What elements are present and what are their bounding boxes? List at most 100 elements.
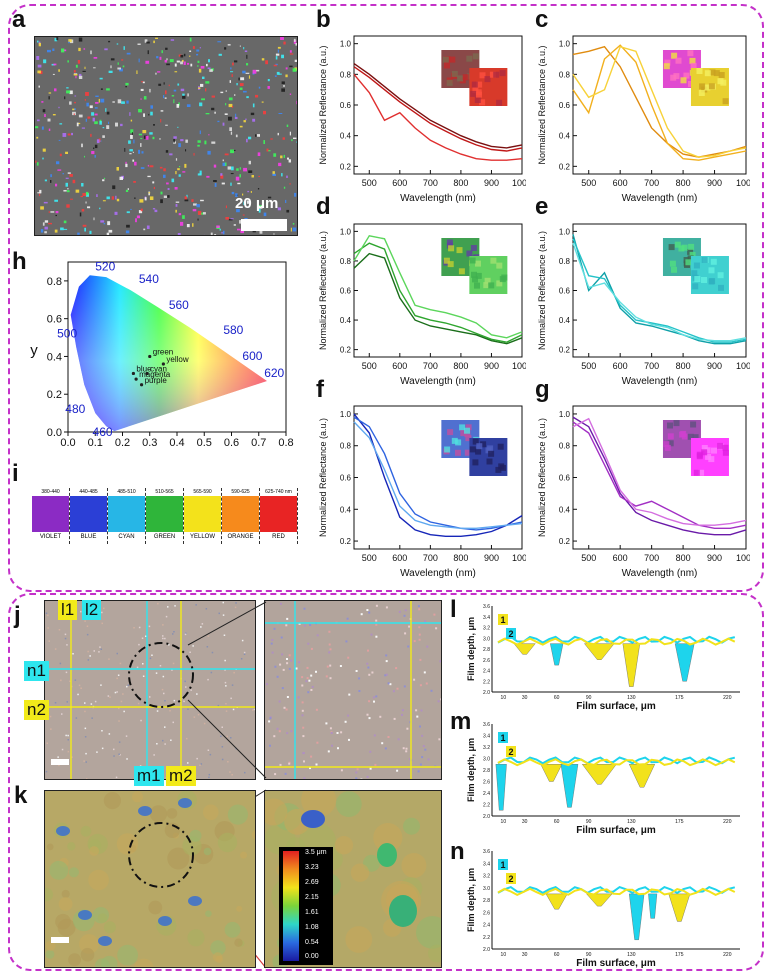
speckle: [205, 113, 210, 115]
speckle: [148, 191, 150, 196]
speckle: [96, 139, 100, 144]
inset-patch: [496, 280, 503, 287]
inset-patch: [455, 449, 461, 456]
inset-patch: [464, 449, 471, 456]
inset-patch: [497, 443, 504, 450]
speckle: [273, 153, 277, 157]
height-patch: [45, 887, 54, 902]
speckle: [105, 108, 107, 112]
segment-color: [260, 496, 297, 532]
chromaticity-point: [134, 377, 138, 381]
speckle: [275, 63, 278, 66]
speckle: [398, 610, 401, 613]
surface-line-1: [497, 756, 736, 765]
height-patch: [45, 940, 56, 951]
inset-patch: [673, 420, 680, 427]
y-axis-label: Normalized Reflectance (a.u.): [318, 45, 328, 164]
speckle: [267, 86, 270, 89]
height-patch: [97, 913, 108, 923]
speckle: [114, 211, 118, 215]
speckle: [275, 53, 280, 56]
speckle: [203, 722, 206, 725]
speckle: [285, 199, 287, 203]
speckle: [200, 626, 202, 628]
speckle: [325, 722, 328, 725]
speckle: [165, 615, 168, 618]
y-tick-label: 1.0: [559, 410, 571, 419]
tag-m1: m1: [134, 766, 164, 786]
speckle: [65, 734, 67, 737]
speckle: [157, 71, 161, 73]
height-patch: [46, 843, 54, 851]
speckle: [211, 651, 214, 654]
speckle: [216, 225, 220, 228]
speckle: [366, 775, 369, 778]
speckle: [384, 674, 387, 677]
x-tick-label: 220: [723, 695, 732, 701]
x-tick-label: 700: [423, 361, 438, 371]
speckle: [162, 624, 164, 626]
speckle: [368, 700, 371, 703]
x-tick-label: 800: [453, 553, 468, 563]
speckle: [223, 230, 225, 235]
speckle: [180, 55, 184, 58]
y-tick-label: 0.4: [47, 351, 62, 363]
speckle: [231, 74, 233, 77]
speckle: [375, 623, 378, 626]
speckle: [206, 63, 208, 67]
inset-patch: [472, 459, 479, 466]
inset-patch: [688, 243, 695, 250]
spectrum-line-s3: [353, 421, 523, 530]
speckle: [89, 230, 92, 234]
inset-patch: [722, 449, 729, 456]
speckle: [62, 49, 67, 52]
speckle: [419, 684, 422, 687]
speckle: [143, 228, 146, 231]
y-tick-label: 0.6: [47, 314, 62, 326]
segment-color: [222, 496, 259, 532]
speckle: [151, 654, 153, 656]
speckle: [94, 144, 98, 149]
speckle: [325, 675, 328, 678]
speckle: [337, 747, 339, 750]
speckle: [236, 209, 240, 213]
speckle: [415, 709, 418, 712]
inset-patch: [690, 421, 697, 428]
speckle: [141, 637, 144, 639]
spectrum-line-s1: [572, 234, 747, 345]
speckle: [214, 111, 216, 114]
height-patch: [240, 851, 248, 859]
inset-patch: [476, 443, 483, 450]
panel-k-zoom: 3.5 μm 3.23 2.69 2.15 1.61 1.08 0.54 0.0…: [264, 790, 442, 968]
spectrum-line-s1: [353, 63, 523, 149]
speckle: [51, 63, 56, 66]
height-patch: [89, 846, 99, 856]
speckle: [224, 681, 227, 684]
optical-inset: [469, 438, 508, 476]
speckle: [50, 180, 52, 183]
speckle: [231, 166, 234, 171]
speckle: [286, 658, 288, 660]
speckle: [422, 745, 425, 748]
chromaticity-point: [148, 354, 152, 359]
inset-patch: [476, 81, 483, 88]
speckle: [303, 760, 305, 763]
speckle: [81, 127, 85, 129]
speckle: [96, 194, 98, 197]
speckle: [153, 40, 155, 44]
speckle: [417, 605, 420, 608]
speckle: [104, 48, 108, 51]
speckle: [109, 696, 111, 698]
speckle: [174, 63, 177, 67]
speckle: [340, 769, 343, 772]
speckle: [246, 138, 248, 143]
speckle: [66, 190, 70, 193]
speckle: [112, 185, 116, 190]
inset-patch: [679, 431, 686, 438]
speckle: [180, 88, 185, 92]
inset-patch: [701, 277, 707, 283]
speckle: [199, 212, 204, 215]
speckle: [239, 87, 243, 90]
spectrum-line-s3: [353, 73, 523, 161]
cie-locus-overlay: [70, 275, 267, 432]
